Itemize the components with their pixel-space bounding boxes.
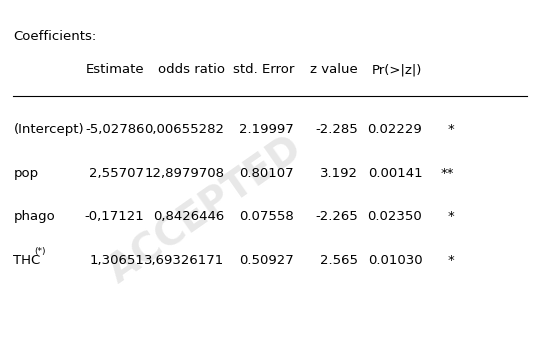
Text: 0.07558: 0.07558 xyxy=(239,210,294,223)
Text: z value: z value xyxy=(310,63,358,76)
Text: 3,69326171: 3,69326171 xyxy=(144,254,225,267)
Text: *: * xyxy=(448,210,454,223)
Text: 1,30651: 1,30651 xyxy=(90,254,144,267)
Text: 0,00655282: 0,00655282 xyxy=(145,123,225,136)
Text: -2.265: -2.265 xyxy=(315,210,358,223)
Text: (Intercept): (Intercept) xyxy=(14,123,84,136)
Text: 0.01030: 0.01030 xyxy=(368,254,422,267)
Text: (*): (*) xyxy=(34,248,45,256)
Text: 2,55707: 2,55707 xyxy=(90,167,144,180)
Text: 0,8426446: 0,8426446 xyxy=(153,210,225,223)
Text: *: * xyxy=(448,123,454,136)
Text: std. Error: std. Error xyxy=(233,63,294,76)
Text: **: ** xyxy=(441,167,454,180)
Text: odds ratio: odds ratio xyxy=(158,63,225,76)
Text: 0.50927: 0.50927 xyxy=(239,254,294,267)
Text: pop: pop xyxy=(14,167,38,180)
Text: THC: THC xyxy=(14,254,40,267)
Text: 0.02350: 0.02350 xyxy=(368,210,422,223)
Text: -0,17121: -0,17121 xyxy=(85,210,144,223)
Text: -2.285: -2.285 xyxy=(315,123,358,136)
Text: 0.02229: 0.02229 xyxy=(368,123,422,136)
Text: Estimate: Estimate xyxy=(86,63,144,76)
Text: phago: phago xyxy=(14,210,55,223)
Text: -5,02786: -5,02786 xyxy=(85,123,144,136)
Text: 12,8979708: 12,8979708 xyxy=(145,167,225,180)
Text: 0.80107: 0.80107 xyxy=(239,167,294,180)
Text: 3.192: 3.192 xyxy=(320,167,358,180)
Text: 2.565: 2.565 xyxy=(320,254,358,267)
Text: *: * xyxy=(448,254,454,267)
Text: 0.00141: 0.00141 xyxy=(368,167,422,180)
Text: Pr(>|z|): Pr(>|z|) xyxy=(372,63,422,76)
Text: ACCEPTED: ACCEPTED xyxy=(102,129,310,291)
Text: Coefficients:: Coefficients: xyxy=(14,30,97,42)
Text: 2.19997: 2.19997 xyxy=(239,123,294,136)
